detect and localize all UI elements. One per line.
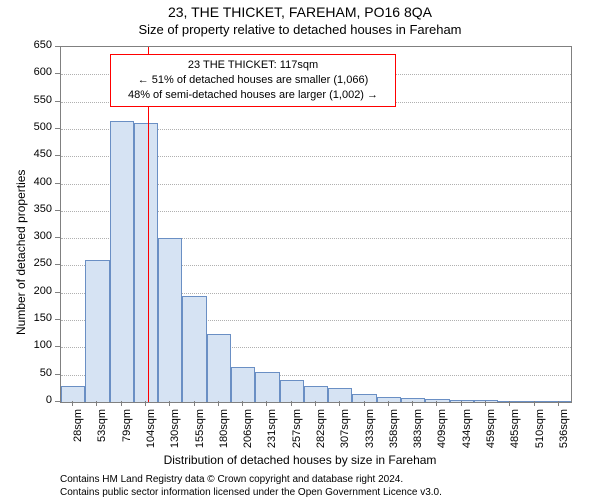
histogram-bar <box>522 401 546 402</box>
annotation-line: 48% of semi-detached houses are larger (… <box>117 88 389 103</box>
annotation-line: 23 THE THICKET: 117sqm <box>117 58 389 73</box>
histogram-bar <box>207 334 231 402</box>
y-tick-mark <box>55 155 60 156</box>
y-tick-mark <box>55 210 60 211</box>
histogram-bar <box>85 260 109 402</box>
x-tick-mark <box>364 401 365 406</box>
histogram-bar <box>134 123 158 402</box>
x-tick-mark <box>534 401 535 406</box>
y-tick-mark <box>55 237 60 238</box>
y-tick-label: 50 <box>22 367 52 379</box>
histogram-bar <box>352 394 376 402</box>
y-tick-mark <box>55 128 60 129</box>
y-tick-label: 450 <box>22 148 52 160</box>
histogram-bar <box>110 121 134 402</box>
y-tick-label: 400 <box>22 176 52 188</box>
x-tick-mark <box>461 401 462 406</box>
y-tick-mark <box>55 401 60 402</box>
y-tick-label: 150 <box>22 312 52 324</box>
histogram-bar <box>377 397 401 402</box>
x-tick-mark <box>266 401 267 406</box>
histogram-bar <box>158 238 182 402</box>
x-tick-mark <box>96 401 97 406</box>
page-subtitle: Size of property relative to detached ho… <box>0 22 600 37</box>
x-tick-mark <box>412 401 413 406</box>
y-tick-mark <box>55 101 60 102</box>
y-axis-label: Number of detached properties <box>14 170 28 335</box>
y-tick-label: 100 <box>22 339 52 351</box>
x-tick-mark <box>315 401 316 406</box>
x-tick-mark <box>145 401 146 406</box>
histogram-bar <box>328 388 352 402</box>
y-tick-label: 250 <box>22 257 52 269</box>
histogram-bar <box>280 380 304 402</box>
y-tick-mark <box>55 346 60 347</box>
x-tick-mark <box>558 401 559 406</box>
histogram-bar <box>231 367 255 403</box>
y-tick-label: 500 <box>22 121 52 133</box>
x-tick-mark <box>169 401 170 406</box>
histogram-bar <box>425 399 449 402</box>
y-tick-mark <box>55 264 60 265</box>
y-tick-label: 350 <box>22 203 52 215</box>
x-tick-mark <box>218 401 219 406</box>
histogram-bar <box>547 401 571 402</box>
y-tick-label: 550 <box>22 94 52 106</box>
x-tick-mark <box>388 401 389 406</box>
y-tick-label: 300 <box>22 230 52 242</box>
chart-container: 23, THE THICKET, FAREHAM, PO16 8QA Size … <box>0 0 600 500</box>
y-tick-mark <box>55 183 60 184</box>
y-tick-label: 0 <box>22 394 52 406</box>
y-tick-mark <box>55 46 60 47</box>
x-tick-mark <box>194 401 195 406</box>
y-tick-mark <box>55 319 60 320</box>
histogram-bar <box>182 296 206 403</box>
histogram-bar <box>255 372 279 402</box>
x-tick-mark <box>121 401 122 406</box>
x-tick-mark <box>509 401 510 406</box>
annotation-box: 23 THE THICKET: 117sqm← 51% of detached … <box>110 54 396 107</box>
x-tick-mark <box>291 401 292 406</box>
histogram-bar <box>304 386 328 402</box>
x-tick-mark <box>72 401 73 406</box>
y-tick-label: 650 <box>22 39 52 51</box>
x-tick-mark <box>339 401 340 406</box>
annotation-line: ← 51% of detached houses are smaller (1,… <box>117 73 389 88</box>
page-title: 23, THE THICKET, FAREHAM, PO16 8QA <box>0 4 600 20</box>
y-tick-label: 600 <box>22 66 52 78</box>
histogram-bar <box>498 401 522 402</box>
x-tick-mark <box>242 401 243 406</box>
y-tick-mark <box>55 374 60 375</box>
y-tick-label: 200 <box>22 285 52 297</box>
y-tick-mark <box>55 73 60 74</box>
histogram-bar <box>61 386 85 402</box>
footer-line: Contains public sector information licen… <box>60 486 442 499</box>
x-tick-mark <box>436 401 437 406</box>
x-axis-label: Distribution of detached houses by size … <box>0 453 600 467</box>
y-tick-mark <box>55 292 60 293</box>
x-tick-mark <box>485 401 486 406</box>
histogram-bar <box>401 398 425 402</box>
footer-line: Contains HM Land Registry data © Crown c… <box>60 473 442 486</box>
footer-text: Contains HM Land Registry data © Crown c… <box>60 473 442 499</box>
histogram-bar <box>450 400 474 402</box>
